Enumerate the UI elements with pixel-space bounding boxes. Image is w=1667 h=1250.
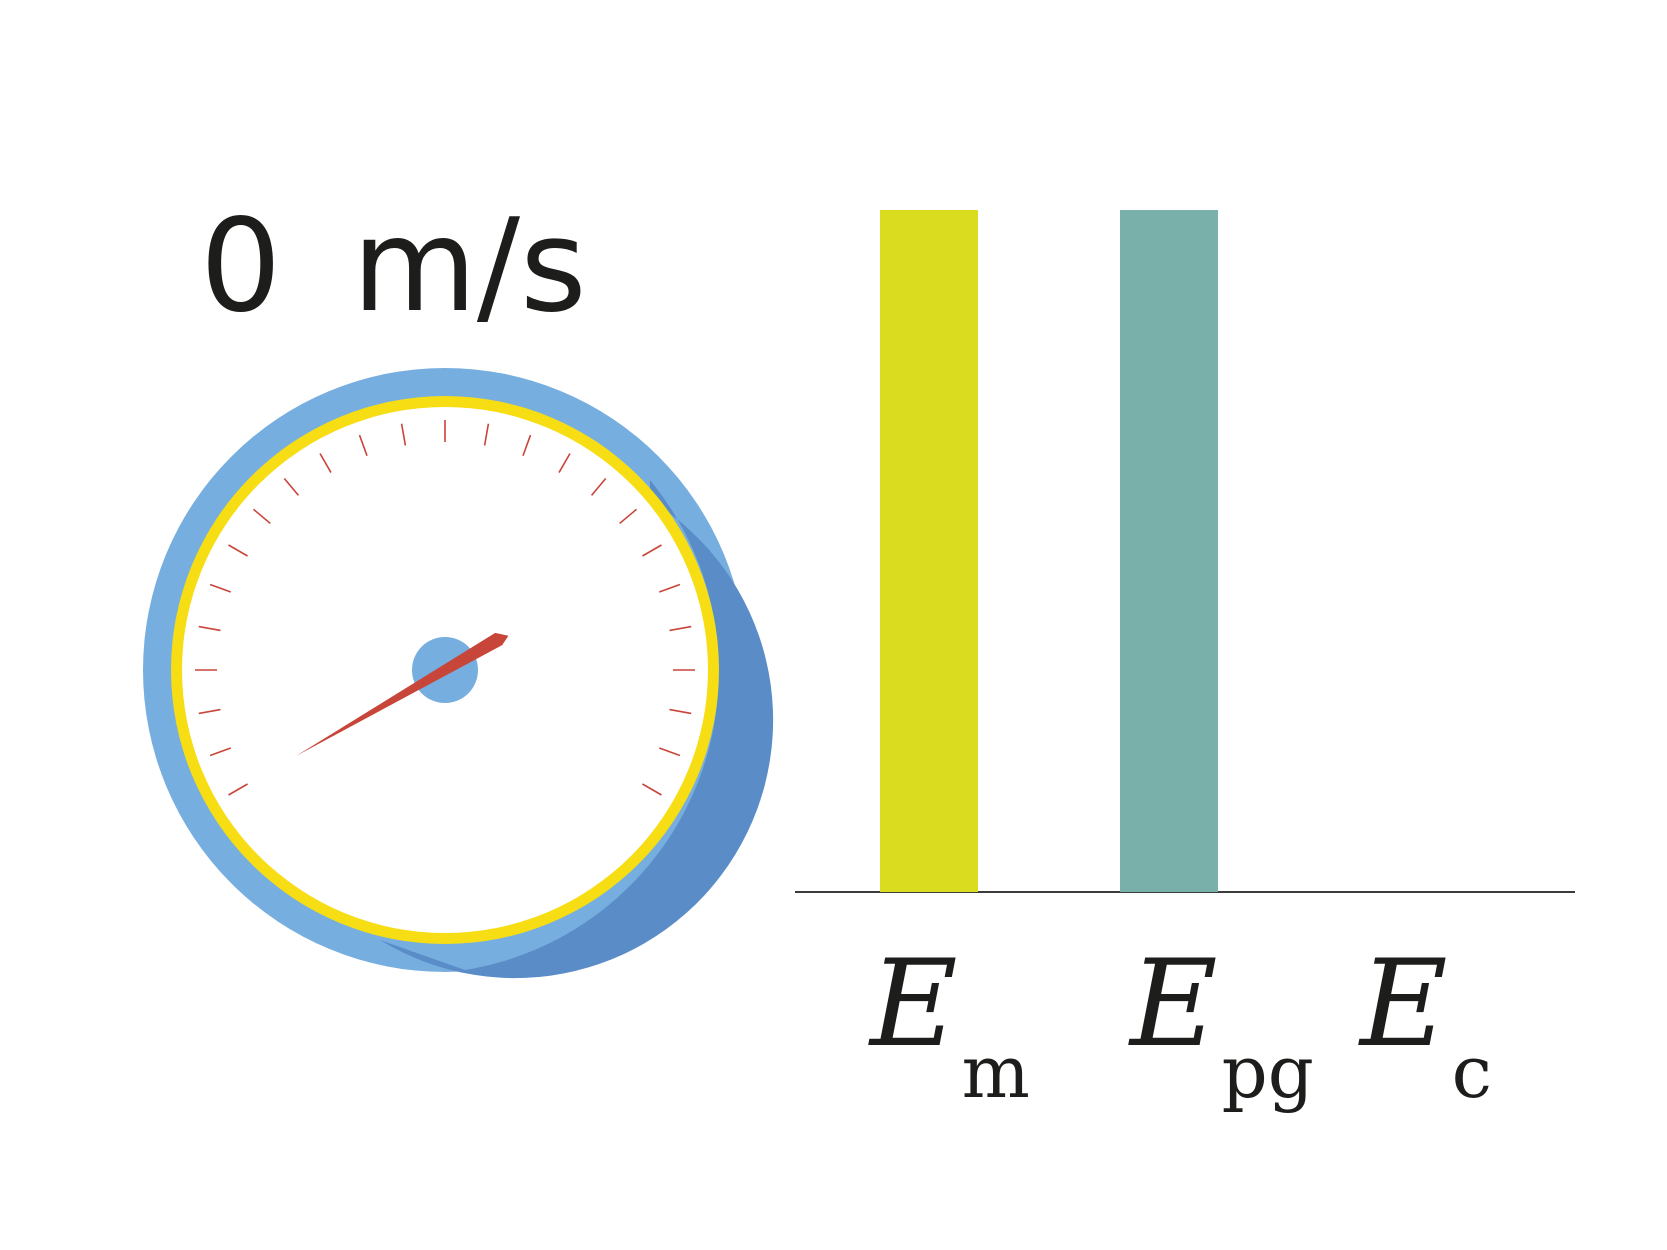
gauge-tick xyxy=(669,625,692,632)
gauge-tick xyxy=(642,783,662,796)
energy-bar-chart: Em Epg Ec xyxy=(795,210,1575,1114)
gauge-tick xyxy=(228,783,248,796)
gauge-tick xyxy=(400,423,407,446)
gauge-tick xyxy=(558,453,571,473)
bar-Epg xyxy=(1120,210,1218,892)
gauge-tick xyxy=(658,583,681,593)
gauge-tick xyxy=(283,477,300,496)
bar-label-main: E xyxy=(1358,935,1448,1074)
gauge-tick xyxy=(358,434,368,457)
gauge-ticks xyxy=(195,420,695,796)
speedometer xyxy=(143,368,774,979)
gauge-tick xyxy=(209,747,232,757)
gauge-tick xyxy=(252,508,271,525)
bar-label-sub: m xyxy=(962,1030,1030,1114)
bar-label-main: E xyxy=(868,935,958,1074)
gauge-tick xyxy=(209,583,232,593)
bar-label-sub: c xyxy=(1452,1030,1492,1114)
gauge-tick xyxy=(669,708,692,715)
bar-label-Ec: Ec xyxy=(1358,935,1492,1114)
gauge-needle xyxy=(296,632,509,756)
gauge-tick xyxy=(198,708,221,715)
speed-unit: m/s xyxy=(352,192,587,341)
gauge-tick xyxy=(228,544,248,557)
bar-Em xyxy=(880,210,978,892)
gauge-tick xyxy=(590,477,607,496)
bar-label-sub: pg xyxy=(1222,1030,1314,1114)
gauge-tick xyxy=(619,508,638,525)
bar-label-main: E xyxy=(1128,935,1218,1074)
speed-value: 0 xyxy=(200,192,281,341)
bar-label-Epg: Epg xyxy=(1128,935,1314,1114)
bar-label-Em: Em xyxy=(868,935,1030,1114)
gauge-tick xyxy=(483,423,490,446)
gauge-tick xyxy=(658,747,681,757)
speed-readout: 0 m/s xyxy=(200,192,587,341)
gauge-tick xyxy=(522,434,532,457)
gauge-tick xyxy=(642,544,662,557)
gauge-outer-ring-shade xyxy=(380,480,774,979)
gauge-tick xyxy=(198,625,221,632)
gauge-tick xyxy=(319,453,332,473)
